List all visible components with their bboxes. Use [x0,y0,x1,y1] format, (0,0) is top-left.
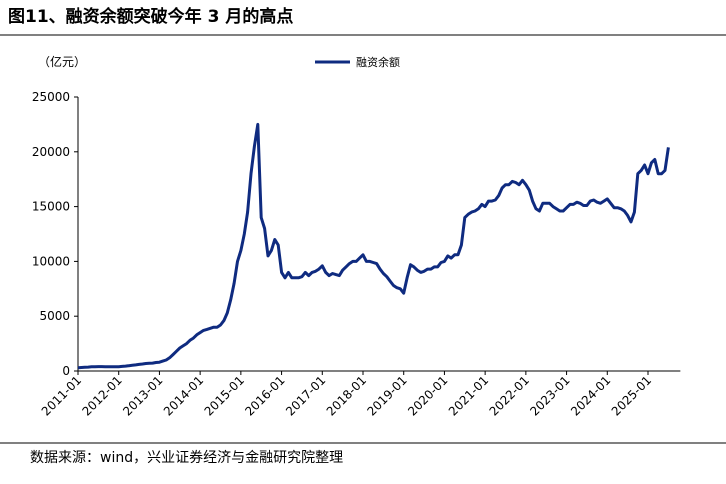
x-tick-label: 2014-01 [161,373,206,418]
x-tick-label: 2015-01 [202,373,247,418]
x-tick-label: 2017-01 [283,373,328,418]
y-tick-label: 25000 [32,90,70,104]
x-tick-label: 2019-01 [364,373,409,418]
x-tick-label: 2020-01 [405,373,450,418]
x-tick-label: 2011-01 [39,373,84,418]
x-tick-label: 2013-01 [120,373,165,418]
x-tick-label: 2012-01 [79,373,124,418]
source-note: 数据来源：wind，兴业证券经济与金融研究院整理 [30,450,343,466]
y-axis-label: （亿元） [38,54,86,69]
y-tick-label: 10000 [32,254,70,268]
x-tick-label: 2023-01 [527,373,572,418]
x-tick-label: 2024-01 [568,373,613,418]
data-line [77,122,670,370]
x-tick-label: 2016-01 [242,373,287,418]
x-tick-label: 2018-01 [324,373,369,418]
x-tick-label: 2021-01 [446,373,491,418]
x-tick-label: 2025-01 [609,373,654,418]
y-tick-label: 0 [62,364,70,378]
legend-label: 融资余额 [356,55,400,69]
y-tick-label: 15000 [32,200,70,214]
y-tick-label: 5000 [39,309,70,323]
y-tick-label: 20000 [32,145,70,159]
x-tick-label: 2022-01 [487,373,532,418]
chart-title: 图11、融资余额突破今年 3 月的高点 [8,6,293,27]
